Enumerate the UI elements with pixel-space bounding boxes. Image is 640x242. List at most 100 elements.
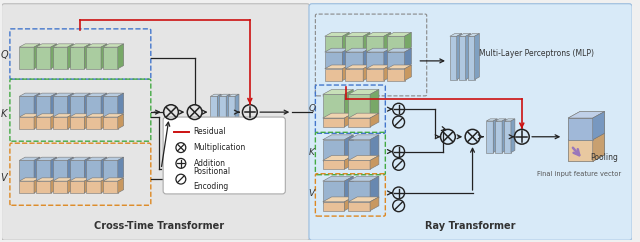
Polygon shape [34, 114, 40, 129]
Polygon shape [52, 117, 68, 129]
Polygon shape [19, 178, 40, 181]
Polygon shape [384, 48, 391, 68]
Polygon shape [502, 119, 506, 152]
Polygon shape [370, 113, 379, 127]
Polygon shape [36, 160, 51, 180]
Polygon shape [84, 178, 90, 193]
Polygon shape [366, 32, 391, 36]
Polygon shape [348, 160, 370, 169]
Polygon shape [19, 157, 40, 160]
Polygon shape [387, 52, 404, 68]
Polygon shape [342, 48, 349, 68]
Polygon shape [86, 47, 101, 69]
Polygon shape [103, 96, 118, 116]
Polygon shape [36, 178, 57, 181]
Polygon shape [118, 44, 124, 69]
Polygon shape [70, 47, 84, 69]
Polygon shape [70, 44, 90, 47]
Text: $K$: $K$ [1, 107, 10, 119]
Polygon shape [228, 96, 235, 128]
Polygon shape [504, 119, 515, 121]
Polygon shape [86, 114, 107, 117]
Polygon shape [36, 181, 51, 193]
Polygon shape [323, 156, 353, 160]
Polygon shape [103, 47, 118, 69]
Polygon shape [68, 93, 74, 116]
Polygon shape [86, 160, 101, 180]
Polygon shape [36, 96, 51, 116]
Polygon shape [370, 156, 379, 169]
Polygon shape [218, 94, 221, 128]
Polygon shape [19, 181, 34, 193]
Polygon shape [593, 112, 605, 140]
Polygon shape [348, 135, 379, 140]
Polygon shape [366, 65, 391, 69]
Polygon shape [342, 65, 349, 81]
Text: Cross-Time Transformer: Cross-Time Transformer [94, 221, 224, 231]
Polygon shape [342, 32, 349, 51]
Polygon shape [366, 69, 384, 81]
Polygon shape [323, 160, 344, 169]
Polygon shape [34, 93, 40, 116]
Polygon shape [568, 112, 605, 118]
Polygon shape [568, 112, 605, 118]
Polygon shape [36, 44, 57, 47]
Polygon shape [495, 119, 506, 121]
Text: Encoding: Encoding [194, 182, 229, 191]
Polygon shape [323, 176, 353, 181]
Text: Final input feature vector: Final input feature vector [536, 171, 621, 177]
Polygon shape [384, 32, 391, 51]
Polygon shape [19, 96, 34, 116]
Polygon shape [52, 178, 74, 181]
Polygon shape [366, 52, 384, 68]
FancyBboxPatch shape [163, 117, 285, 194]
Polygon shape [103, 181, 118, 193]
Polygon shape [220, 94, 230, 96]
Polygon shape [323, 118, 344, 127]
Polygon shape [51, 178, 57, 193]
Polygon shape [70, 96, 84, 116]
Text: $Q$: $Q$ [0, 48, 10, 61]
Polygon shape [86, 93, 107, 96]
Polygon shape [84, 44, 90, 69]
Polygon shape [324, 48, 349, 52]
Polygon shape [366, 36, 384, 51]
Polygon shape [101, 157, 107, 180]
Polygon shape [226, 94, 230, 128]
Polygon shape [324, 32, 349, 36]
Polygon shape [19, 47, 34, 69]
Polygon shape [84, 157, 90, 180]
Polygon shape [52, 181, 68, 193]
Polygon shape [118, 157, 124, 180]
Polygon shape [86, 181, 101, 193]
Polygon shape [323, 94, 344, 118]
Polygon shape [86, 178, 107, 181]
Polygon shape [118, 114, 124, 129]
Polygon shape [68, 114, 74, 129]
Polygon shape [324, 36, 342, 51]
Polygon shape [52, 96, 68, 116]
Polygon shape [344, 90, 353, 118]
Polygon shape [459, 36, 466, 80]
Polygon shape [211, 94, 221, 96]
Polygon shape [86, 96, 101, 116]
Polygon shape [101, 93, 107, 116]
Text: $K$: $K$ [308, 146, 317, 157]
Polygon shape [228, 94, 239, 96]
Polygon shape [68, 44, 74, 69]
Polygon shape [387, 69, 404, 81]
Polygon shape [387, 32, 412, 36]
Polygon shape [344, 156, 353, 169]
Polygon shape [344, 135, 353, 161]
Polygon shape [344, 113, 353, 127]
Polygon shape [118, 93, 124, 116]
Polygon shape [36, 47, 51, 69]
Polygon shape [348, 118, 370, 127]
Polygon shape [118, 178, 124, 193]
Text: $Q$: $Q$ [308, 102, 317, 114]
Text: Pooling: Pooling [590, 153, 618, 162]
Polygon shape [348, 90, 379, 94]
Polygon shape [486, 121, 493, 152]
Polygon shape [103, 160, 118, 180]
Polygon shape [346, 48, 370, 52]
